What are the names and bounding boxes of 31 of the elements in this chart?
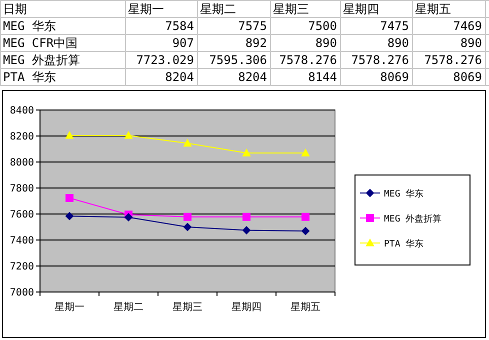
point xyxy=(124,213,132,222)
x-tick-label: 星期四 xyxy=(232,301,262,313)
x-tick-label: 星期一 xyxy=(54,301,84,313)
point xyxy=(66,194,74,202)
point xyxy=(66,131,74,139)
point xyxy=(242,212,250,221)
point xyxy=(242,226,250,234)
point xyxy=(302,212,310,221)
point xyxy=(242,149,250,156)
point xyxy=(302,227,310,236)
point xyxy=(184,139,192,147)
point xyxy=(66,212,74,220)
table: 日期 星期一 星期二 星期三 星期四 星期五 MEG 华东 7584 7575 7500 7475 7469 MEG CFR中国 907 892 890 890 890 MEG 外盘折算 7723.029 7595.306 7578.276 7578.276 7578.276 PTA 华东 8204 8204 8144 8069 8069 xyxy=(0,0,489,86)
legend-label: MEG 外盘折算 xyxy=(384,214,442,224)
y-tick-label: 8000 xyxy=(10,158,34,168)
legend-label: PTA 华东 xyxy=(384,238,424,250)
x-tick-label: 星期五 xyxy=(290,301,320,313)
point xyxy=(302,149,310,156)
point xyxy=(184,223,192,231)
y-tick-label: 7600 xyxy=(10,210,34,220)
y-tick-label: 7000 xyxy=(10,288,34,298)
y-tick-label: 7400 xyxy=(10,236,34,246)
y-tick-label: 8400 xyxy=(10,106,34,116)
y-tick-label: 8200 xyxy=(10,132,34,142)
y-tick-label: 7800 xyxy=(10,184,34,194)
point xyxy=(124,131,132,139)
y-tick-label: 7200 xyxy=(10,262,34,272)
x-tick-label: 星期二 xyxy=(114,301,144,313)
legend-label: MEG 华东 xyxy=(384,188,424,200)
x-tick-label: 星期三 xyxy=(172,301,202,313)
point xyxy=(184,212,192,221)
